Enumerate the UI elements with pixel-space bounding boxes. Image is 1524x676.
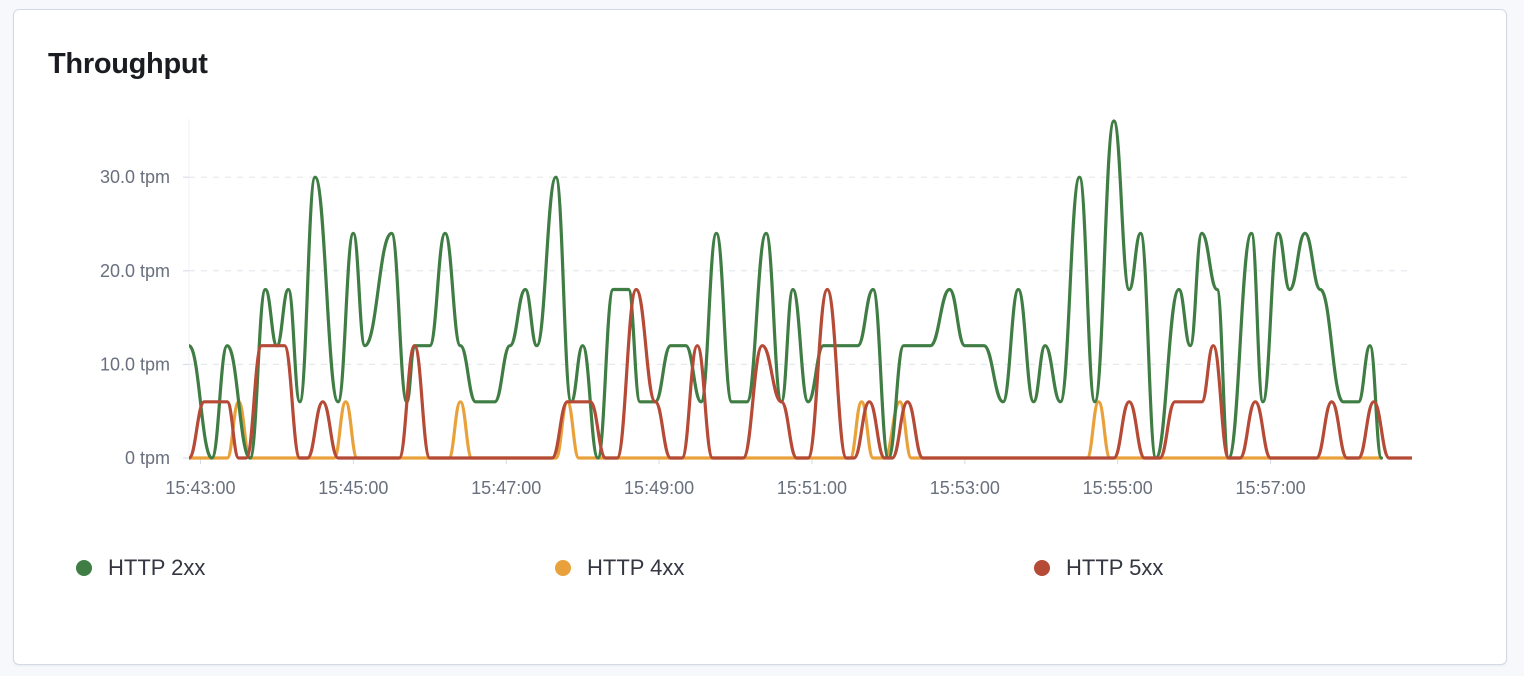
series-lines — [189, 119, 1412, 460]
x-tick-label: 15:49:00 — [624, 478, 694, 498]
throughput-panel: Throughput 0 tpm 10.0 tpm 20.0 tpm 30.0 tpm… — [13, 9, 1507, 665]
x-tick-label: 15:43:00 — [165, 478, 235, 498]
legend: HTTP 2xx HTTP 4xx HTTP 5xx — [14, 555, 1508, 595]
legend-color-dot — [76, 560, 92, 576]
panel-title: Throughput — [48, 48, 208, 80]
x-tick-label: 15:47:00 — [471, 478, 541, 498]
x-tick-label: 15:45:00 — [318, 478, 388, 498]
legend-item-http-2xx[interactable]: HTTP 2xx — [76, 555, 205, 581]
y-tick-label: 0 tpm — [125, 448, 170, 468]
legend-color-dot — [1034, 560, 1050, 576]
series-line-http-2xx — [189, 119, 1383, 460]
legend-item-http-4xx[interactable]: HTTP 4xx — [555, 555, 684, 581]
x-tick-label: 15:51:00 — [777, 478, 847, 498]
x-axis: 15:43:00 15:45:00 15:47:00 15:49:00 15:51:00… — [165, 458, 1306, 498]
x-tick-label: 15:53:00 — [930, 478, 1000, 498]
x-tick-label: 15:55:00 — [1083, 478, 1153, 498]
legend-item-http-5xx[interactable]: HTTP 5xx — [1034, 555, 1163, 581]
legend-label: HTTP 4xx — [587, 555, 685, 580]
y-tick-label: 10.0 tpm — [100, 354, 170, 374]
x-tick-label: 15:57:00 — [1236, 478, 1306, 498]
legend-label: HTTP 2xx — [108, 555, 206, 580]
series-line-http-5xx — [189, 287, 1412, 460]
y-axis: 0 tpm 10.0 tpm 20.0 tpm 30.0 tpm — [100, 119, 190, 468]
y-tick-label: 20.0 tpm — [100, 261, 170, 281]
legend-color-dot — [555, 560, 571, 576]
y-tick-label: 30.0 tpm — [100, 167, 170, 187]
legend-label: HTTP 5xx — [1066, 555, 1164, 580]
